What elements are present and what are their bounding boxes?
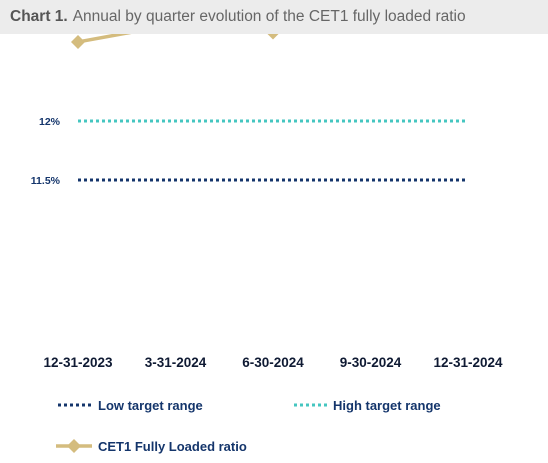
cet1-line-chart: 11.5%12% 12.67%12.82%12.75%12.84%12.88% … bbox=[31, 34, 503, 454]
chart-title-prefix: Chart 1. bbox=[10, 8, 68, 25]
cet1-series: 12.67%12.82%12.75%12.84%12.88% bbox=[71, 34, 279, 49]
x-tick-label: 6-30-2024 bbox=[242, 355, 304, 370]
x-tick-label: 12-31-2024 bbox=[433, 355, 503, 370]
cet1-point bbox=[71, 34, 85, 49]
legend: Low target range High target range CET1 Fu… bbox=[56, 398, 441, 454]
legend-low-label: Low target range bbox=[98, 398, 203, 413]
x-tick-label: 3-31-2024 bbox=[145, 355, 207, 370]
chart-title-text: Annual by quarter evolution of the CET1 … bbox=[72, 8, 466, 25]
target-range-lines: 11.5% 12% bbox=[31, 116, 468, 187]
cet1-point bbox=[267, 34, 279, 40]
legend-cet1-marker bbox=[67, 439, 81, 453]
high-target-label: 12% bbox=[39, 116, 61, 128]
chart-title: Chart 1. Annual by quarter evolution of … bbox=[0, 0, 548, 34]
legend-high-label: High target range bbox=[333, 398, 441, 413]
low-target-label: 11.5% bbox=[31, 175, 61, 187]
x-axis-labels: 12-31-2023 3-31-2024 6-30-2024 9-30-2024 12-… bbox=[43, 355, 503, 370]
x-tick-label: 9-30-2024 bbox=[340, 355, 402, 370]
legend-cet1-label: CET1 Fully Loaded ratio bbox=[98, 439, 247, 454]
x-tick-label: 12-31-2023 bbox=[43, 355, 113, 370]
